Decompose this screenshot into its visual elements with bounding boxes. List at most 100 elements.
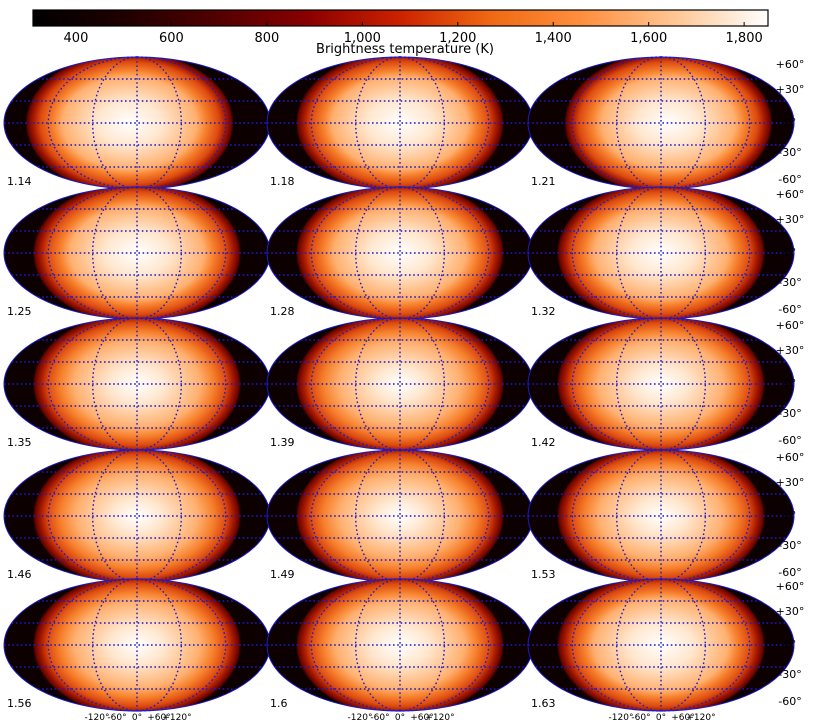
longitude-line	[310, 186, 401, 320]
panel-label: 1.18	[270, 175, 295, 188]
longitude-line	[399, 578, 445, 712]
panel-label: 1.14	[7, 175, 32, 188]
colorbar-tick-label: 1,400	[535, 31, 572, 46]
map-panel: 1.35	[3, 317, 271, 451]
longitude-line	[92, 56, 138, 190]
longitude-line	[399, 56, 490, 190]
colorbar: 400 600 800 1,000 1,200 1,400 1,600 1,800 Brigh…	[32, 9, 769, 57]
latitude-tick-label: -30°	[778, 276, 801, 289]
dayside-brightness	[296, 579, 504, 711]
longitude-line	[92, 317, 138, 451]
longitude-line	[616, 186, 662, 320]
longitude-line	[136, 186, 227, 320]
dayside-brightness	[296, 318, 504, 450]
panel-label: 1.53	[531, 568, 556, 581]
longitude-line	[355, 449, 401, 583]
latitude-labels: +60°+30°0°-30°-60°+60°+30°0°-30°-60°+60°…	[776, 58, 805, 708]
longitude-line	[660, 186, 751, 320]
dayside-brightness	[557, 579, 765, 711]
longitude-line	[399, 317, 490, 451]
latitude-tick-label: +30°	[776, 476, 805, 489]
latitude-tick-label: -30°	[778, 146, 801, 159]
map-panel: 1.53	[527, 449, 795, 583]
latitude-tick-label: 0°	[784, 116, 797, 129]
latitude-tick-label: +60°	[776, 580, 805, 593]
longitude-line	[47, 317, 138, 451]
longitude-line	[355, 578, 401, 712]
map-panels: 1.14 1.18 1.21 1.25 1.28 1.32 1.35 1.39 1.42 1.46…	[3, 56, 795, 712]
longitude-line	[660, 449, 751, 583]
panel-label: 1.6	[270, 697, 288, 710]
dayside-brightness	[33, 187, 241, 319]
panel-label: 1.25	[7, 305, 32, 318]
latitude-tick-label: +60°	[776, 188, 805, 201]
longitude-line	[136, 449, 182, 583]
longitude-line	[571, 186, 662, 320]
latitude-tick-label: 0°	[784, 246, 797, 259]
latitude-tick-label: +60°	[776, 319, 805, 332]
panel-label: 1.32	[531, 305, 556, 318]
latitude-tick-label: -30°	[778, 668, 801, 681]
longitude-line	[310, 578, 401, 712]
latitude-tick-label: -60°	[778, 566, 801, 579]
latitude-tick-label: +60°	[776, 58, 805, 71]
colorbar-tick-label: 1,600	[630, 31, 667, 46]
latitude-tick-label: +30°	[776, 605, 805, 618]
panel-label: 1.28	[270, 305, 295, 318]
dayside-brightness	[564, 57, 773, 189]
map-panel: 1.6	[266, 578, 534, 712]
longitude-tick-label: +120°	[686, 713, 715, 723]
longitude-line	[310, 317, 401, 451]
map-panel: 1.56	[3, 578, 271, 712]
map-panel: 1.39	[266, 317, 534, 451]
latitude-tick-label: +60°	[776, 451, 805, 464]
latitude-tick-label: +30°	[776, 213, 805, 226]
latitude-tick-label: 0°	[784, 377, 797, 390]
colorbar-tick-label: 1,000	[344, 31, 381, 46]
dayside-brightness	[557, 450, 765, 582]
dayside-brightness	[296, 187, 504, 319]
map-border	[527, 578, 795, 712]
longitude-line	[571, 317, 662, 451]
colorbar-tick-label: 800	[254, 31, 279, 46]
panel-label: 1.49	[270, 568, 295, 581]
longitude-line	[660, 449, 706, 583]
dayside-brightness	[33, 450, 241, 582]
longitude-line	[92, 449, 138, 583]
latitude-tick-label: 0°	[784, 509, 797, 522]
longitude-line	[660, 578, 706, 712]
longitude-line	[399, 449, 490, 583]
dayside-brightness	[557, 318, 765, 450]
map-panel: 1.18	[266, 56, 534, 190]
longitude-line	[136, 449, 227, 583]
map-panel: 1.21	[527, 56, 795, 190]
dayside-brightness	[296, 57, 504, 189]
map-panel: 1.25	[3, 186, 271, 320]
longitude-line	[616, 578, 662, 712]
longitude-tick-label: -60°	[107, 713, 126, 723]
longitude-line	[136, 186, 182, 320]
latitude-tick-label: +30°	[776, 344, 805, 357]
map-panel: 1.28	[266, 186, 534, 320]
longitude-line	[616, 317, 662, 451]
longitude-line	[136, 56, 227, 190]
longitude-line	[660, 317, 706, 451]
dayside-brightness	[33, 318, 241, 450]
panel-label: 1.46	[7, 568, 32, 581]
latitude-tick-label: 0°	[784, 638, 797, 651]
longitude-tick-label: +120°	[425, 713, 454, 723]
longitude-line	[399, 186, 445, 320]
longitude-tick-label: +60°	[671, 713, 695, 723]
map-panel: 1.46	[3, 449, 271, 583]
latitude-tick-label: +30°	[776, 83, 805, 96]
colorbar-tick-label: 1,200	[439, 31, 476, 46]
longitude-line	[399, 56, 445, 190]
panel-label: 1.21	[531, 175, 556, 188]
colorbar-tick-label: 600	[159, 31, 184, 46]
longitude-line	[571, 56, 662, 190]
colorbar-tick-label: 400	[64, 31, 89, 46]
longitude-tick-label: -120°	[609, 713, 634, 723]
longitude-line	[660, 317, 751, 451]
longitude-line	[571, 578, 662, 712]
